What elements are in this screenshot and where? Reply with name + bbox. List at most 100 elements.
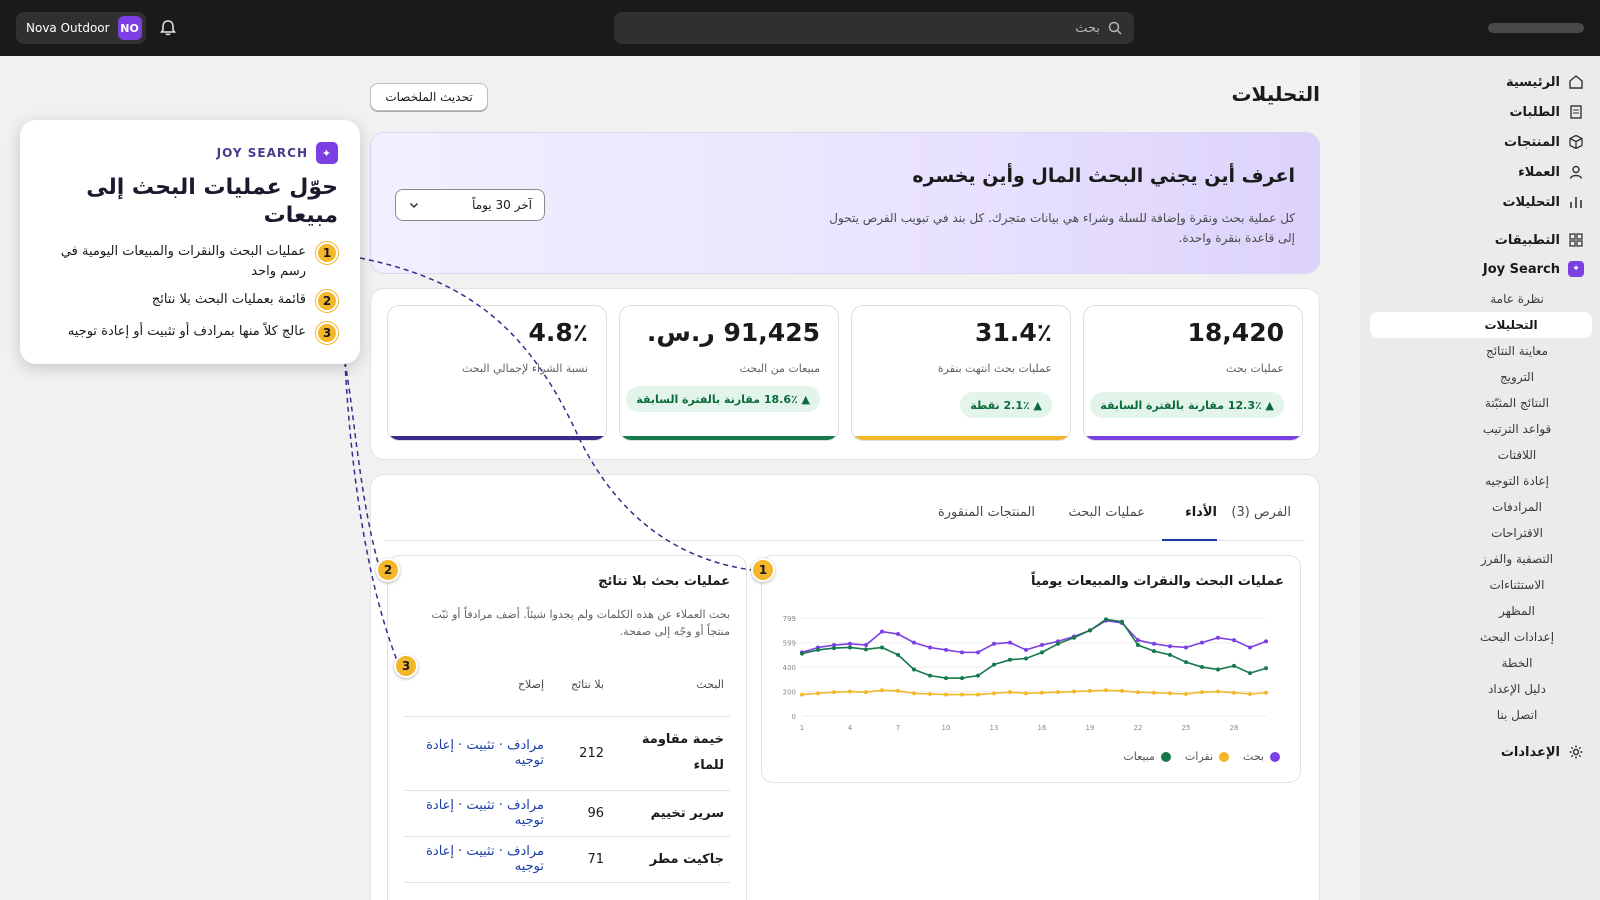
sidebar-subitem[interactable]: الاستثناءات (1489, 578, 1545, 592)
search-input[interactable]: بحث (614, 12, 1134, 44)
kpi-label: عمليات بحث (1225, 362, 1284, 375)
fix-links[interactable]: مرادف · تثبيت · إعادة توجيه (404, 716, 550, 791)
data-point (880, 688, 884, 693)
sidebar-subitem[interactable]: معاينة النتائج (1485, 344, 1549, 358)
query-cell: جاكيت مطر (610, 836, 730, 883)
x-tick-label: 16 (1038, 724, 1047, 732)
x-tick-label: 7 (896, 724, 900, 732)
kpi-value: 31.4٪ (975, 318, 1052, 347)
chevron-down-icon (409, 202, 419, 209)
sidebar-item-settings[interactable]: الإعدادات (1501, 744, 1584, 760)
data-point (944, 692, 948, 697)
column-header-fix: إصلاح (404, 654, 550, 717)
sidebar-subitem[interactable]: المرادفات (1492, 500, 1542, 514)
data-point (1168, 691, 1172, 696)
legend-dot (1160, 751, 1171, 762)
count-cell: 212 (550, 716, 610, 791)
sidebar-item-apps[interactable]: التطبيقات (1495, 232, 1584, 248)
callout-tag: ✦ JOY SEARCH (217, 142, 338, 164)
tab-searches[interactable]: عمليات البحث (1068, 505, 1145, 520)
kpi-label: عمليات بحث انتهت بنقرة (937, 362, 1052, 375)
store-name: Nova Outdoor (26, 21, 110, 35)
data-point (1184, 660, 1188, 665)
count-cell: 96 (550, 790, 610, 837)
fix-links[interactable]: مرادف · تثبيت · إعادة توجيه (404, 836, 550, 883)
data-point (1040, 650, 1044, 655)
legend-dot (1270, 751, 1280, 762)
tab-clicked-products[interactable]: المنتجات المنقورة (937, 505, 1035, 520)
sidebar-subitem[interactable]: المظهر (1499, 604, 1535, 618)
account-menu[interactable] (1488, 23, 1584, 33)
sidebar-item-analytics[interactable]: التحليلات (1502, 194, 1584, 210)
data-point (1008, 657, 1012, 662)
x-tick-label: 13 (990, 724, 999, 732)
sidebar-item-products[interactable]: المنتجات (1504, 134, 1584, 150)
data-point (1136, 643, 1140, 648)
date-range-select[interactable]: آخر 30 يوماً (395, 189, 545, 221)
y-tick-label: 599 (783, 640, 796, 648)
sidebar-item-label: الرئيسية (1505, 74, 1560, 90)
data-point (848, 641, 852, 646)
data-point (1104, 688, 1108, 693)
annotation-marker-3: 3 (394, 654, 418, 678)
analytics-icon (1570, 197, 1582, 208)
refresh-summaries-button[interactable]: تحديث الملخصات (370, 83, 488, 111)
data-point (1008, 640, 1012, 645)
data-point (960, 676, 964, 681)
sidebar-subitem[interactable]: قواعد الترتيب (1482, 422, 1552, 436)
sidebar-subitem[interactable]: النتائج المثبّتة (1485, 396, 1550, 410)
sidebar-subitem[interactable]: نظرة عامة (1490, 292, 1544, 306)
sidebar-item-label: الطلبات (1509, 104, 1560, 120)
sidebar-subitem[interactable]: اتصل بنا (1496, 708, 1538, 722)
tab-performance[interactable]: الأداء (1185, 505, 1217, 520)
step-number: 2 (316, 290, 338, 312)
kpi-delta-badge: ▲ 2.1٪ نقطة (960, 392, 1052, 418)
data-point (1216, 667, 1220, 672)
kpi-label: مبيعات من البحث (739, 362, 820, 375)
data-point (928, 645, 932, 650)
data-point (1232, 663, 1236, 668)
sidebar-subitem-active[interactable]: التحليلات (1370, 312, 1592, 338)
sidebar-item-orders[interactable]: الطلبات (1509, 104, 1584, 120)
chart-legend: بحث نقرات مبيعات (1123, 750, 1280, 763)
data-point (1056, 641, 1060, 646)
sidebar-subitem[interactable]: الترويج (1499, 370, 1535, 384)
data-point (960, 692, 964, 697)
sidebar-subitem[interactable]: إعادة التوجيه (1485, 474, 1549, 488)
sidebar-subitem[interactable]: دليل الإعداد (1488, 682, 1546, 696)
joy-search-icon: ✦ (316, 142, 338, 164)
data-point (1152, 690, 1156, 695)
fix-links[interactable]: مرادف · تثبيت · إعادة توجيه (404, 790, 550, 837)
orders-icon (1570, 105, 1582, 119)
data-point (864, 647, 868, 652)
x-tick-label: 22 (1134, 724, 1143, 732)
data-point (1216, 635, 1220, 640)
kpi-value: 91,425 ر.س. (646, 318, 820, 347)
tab-opportunities[interactable]: الفرص (3) (1231, 505, 1291, 520)
store-switcher[interactable]: Nova Outdoor NO (16, 12, 146, 44)
data-point (944, 647, 948, 652)
data-point (864, 643, 868, 648)
data-point (1168, 644, 1172, 649)
sidebar-item-label: العملاء (1518, 164, 1560, 180)
sidebar-item-home[interactable]: الرئيسية (1506, 74, 1584, 90)
bell-icon[interactable] (158, 18, 178, 38)
sidebar-subitem[interactable]: التصفية والفرز (1480, 552, 1554, 566)
column-header-query: البحث (610, 654, 730, 717)
sidebar: الرئيسية الطلبات المنتجات العملاء التحلي… (1360, 56, 1600, 900)
data-point (816, 691, 820, 696)
sidebar-subitem[interactable]: إعدادات البحث (1479, 630, 1555, 644)
callout-step: 1 عمليات البحث والنقرات والمبيعات اليومي… (38, 242, 338, 282)
data-point (896, 688, 900, 693)
data-point (976, 673, 980, 678)
sidebar-subitem[interactable]: الاقتراحات (1491, 526, 1543, 540)
data-point (928, 673, 932, 678)
sidebar-subitem[interactable]: اللافتات (1497, 448, 1537, 462)
sidebar-subitem[interactable]: الخطة (1501, 656, 1533, 670)
data-point (976, 650, 980, 655)
sidebar-item-customers[interactable]: العملاء (1518, 164, 1584, 180)
legend-item-searches: بحث (1243, 750, 1280, 763)
data-point (864, 690, 868, 695)
data-point (992, 691, 996, 696)
sidebar-item-joy-search[interactable]: ✦ Joy Search (1483, 261, 1584, 277)
